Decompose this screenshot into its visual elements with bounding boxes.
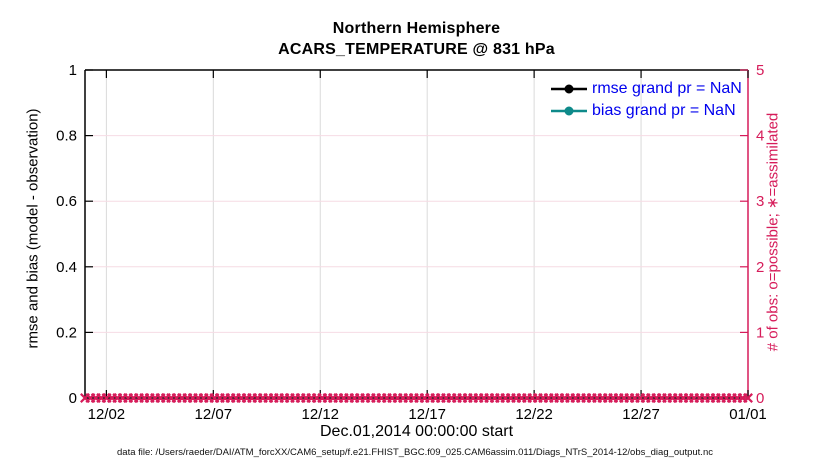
chart-subtitle: ACARS_TEMPERATURE @ 831 hPa (278, 41, 555, 58)
data-file-caption: data file: /Users/raeder/DAI/ATM_forcXX/… (117, 447, 713, 458)
y-left-tick-label: 0.2 (56, 324, 77, 341)
axes-box (84, 69, 749, 399)
x-tick-label: 01/01 (729, 406, 767, 423)
y-right-tick-label: 3 (756, 193, 764, 210)
legend: rmse grand pr = NaN bias grand pr = NaN (549, 78, 742, 122)
y-right-tick-label: 0 (756, 390, 764, 407)
assimilated-obs-markers (80, 393, 753, 403)
x-tick-label: 12/02 (88, 406, 126, 423)
y-left-tick-label: 0.8 (56, 128, 77, 145)
chart-title: Northern Hemisphere (332, 20, 501, 37)
x-tick-label: 12/07 (195, 406, 233, 423)
y-left-tick-label: 0 (69, 390, 77, 407)
y-right-tick-label: 5 (756, 62, 764, 79)
legend-label-rmse: rmse grand pr = NaN (592, 80, 742, 97)
tick-labels: 12/02 12/07 12/12 12/17 12/22 12/27 01/0100.20… (56, 62, 767, 423)
legend-item-rmse: rmse grand pr = NaN (549, 78, 742, 100)
x-tick-label: 12/22 (515, 406, 553, 423)
legend-label-bias: bias grand pr = NaN (592, 102, 736, 119)
y-right-tick-label: 4 (756, 128, 764, 145)
legend-item-bias: bias grand pr = NaN (549, 100, 742, 122)
y-right-tick-label: 2 (756, 259, 764, 276)
y-left-tick-label: 1 (69, 62, 77, 79)
x-tick-label: 12/27 (622, 406, 660, 423)
y-left-tick-label: 0.4 (56, 259, 77, 276)
bias-line-sample (551, 106, 587, 116)
x-tick-label: 12/17 (408, 406, 446, 423)
x-tick-label: 12/12 (301, 406, 339, 423)
y-right-tick-label: 1 (756, 324, 764, 341)
rmse-line-sample (551, 84, 587, 94)
x-axis-label: Dec.01,2014 00:00:00 start (319, 423, 514, 440)
y-left-tick-label: 0.6 (56, 193, 77, 210)
